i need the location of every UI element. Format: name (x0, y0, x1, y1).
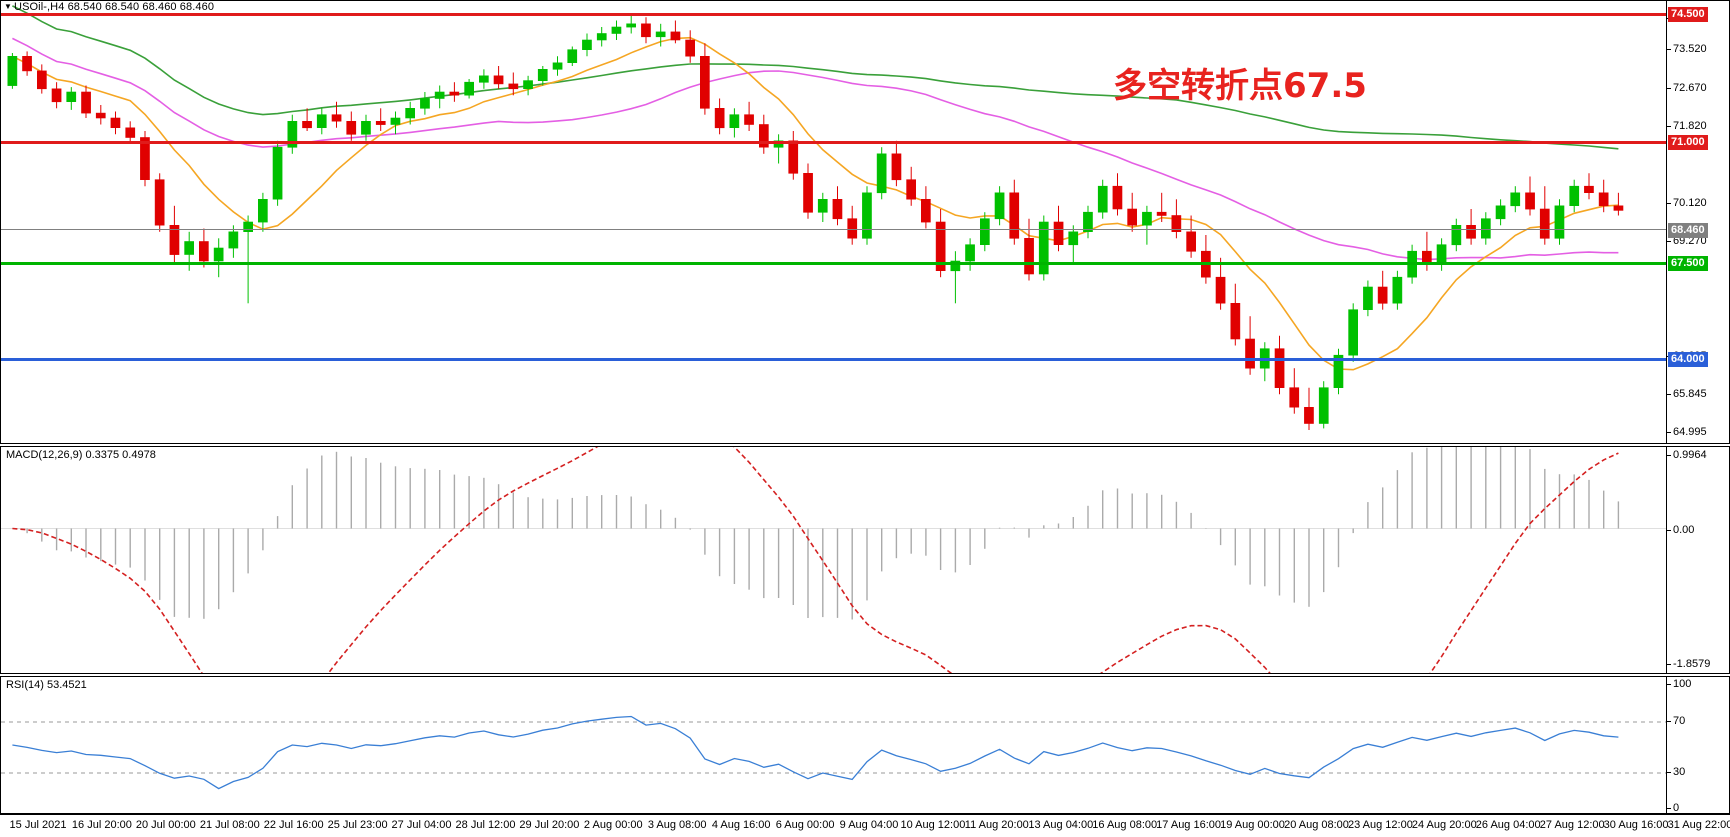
rsi-svg (1, 715, 1666, 790)
time-axis-label: 15 Jul 2021 (9, 819, 67, 831)
macd-plot-area[interactable] (1, 447, 1666, 673)
time-axis-label: 27 Jul 04:00 (391, 819, 452, 831)
macd-svg (1, 447, 1666, 673)
time-axis-label: 16 Aug 08:00 (1092, 819, 1158, 831)
level-line-last-price-68-46[interactable] (1, 229, 1666, 230)
time-axis-label: 3 Aug 08:00 (647, 819, 707, 831)
time-axis-label: 4 Aug 16:00 (711, 819, 771, 831)
rsi-tick-label: 70 (1667, 716, 1685, 727)
time-axis-label: 2 Aug 00:00 (583, 819, 643, 831)
chart-annotation-text: 多空转折点67.5 (1113, 66, 1367, 106)
rsi-plot-area[interactable] (1, 677, 1666, 813)
rsi-tick-label: 30 (1667, 767, 1685, 778)
time-axis-label: 13 Aug 04:00 (1028, 819, 1094, 831)
time-axis-label: 10 Aug 12:00 (900, 819, 966, 831)
macd-tick-label: -1.8579 (1667, 659, 1710, 670)
time-axis-label: 16 Jul 20:00 (71, 819, 132, 831)
price-tick-label: 69.270 (1667, 236, 1707, 247)
time-axis-label: 24 Aug 20:00 (1411, 819, 1477, 831)
time-axis-label: 31 Aug 22:00 (1667, 819, 1730, 831)
macd-pane[interactable]: 0.9964 0.00 -1.8579 MACD(12,26,9) 0.3375 0… (0, 446, 1730, 674)
level-line-resistance-74-5[interactable] (1, 13, 1666, 16)
macd-label: MACD(12,26,9) 0.3375 0.4978 (6, 449, 156, 461)
time-axis-label: 20 Jul 00:00 (135, 819, 196, 831)
rsi-tick-label: 0 (1667, 803, 1679, 813)
rsi-pane[interactable]: 100 70 30 0 RSI(14) 53.4521 (0, 676, 1730, 814)
time-axis-label: 29 Jul 20:00 (519, 819, 580, 831)
time-axis-label: 27 Aug 12:00 (1539, 819, 1605, 831)
level-pill-resistance-74-5[interactable]: 74.500 (1668, 7, 1708, 22)
level-pill-resistance-71-0[interactable]: 71.000 (1668, 135, 1708, 150)
level-pill-last-price-68-46[interactable]: 68.460 (1668, 223, 1708, 238)
price-plot-area[interactable] (1, 1, 1666, 443)
time-axis-label: 11 Aug 20:00 (964, 819, 1029, 831)
collapse-icon[interactable]: ▼ (4, 2, 13, 11)
macd-tick-label: 0.9964 (1667, 450, 1707, 461)
macd-tick-label: 0.00 (1667, 525, 1694, 536)
price-tick-label: 64.995 (1667, 427, 1707, 438)
time-axis-label: 22 Jul 16:00 (263, 819, 324, 831)
price-tick-label: 73.520 (1667, 44, 1707, 55)
rsi-tick-label: 100 (1667, 679, 1691, 690)
level-line-support-67-5[interactable] (1, 262, 1666, 265)
price-pane[interactable]: 74.37073.52072.67071.82070.12069.27066.6… (0, 0, 1730, 444)
time-axis-label: 19 Aug 00:00 (1220, 819, 1285, 831)
price-tick-label: 71.820 (1667, 121, 1707, 132)
level-line-support-64-0[interactable] (1, 358, 1666, 361)
time-axis: 15 Jul 2021 16 Jul 20:00 20 Jul 00:00 21 Ju… (0, 814, 1730, 837)
time-axis-label: 26 Aug 04:00 (1475, 819, 1541, 831)
price-tick-label: 65.845 (1667, 389, 1707, 400)
time-axis-label: 28 Jul 12:00 (455, 819, 516, 831)
level-line-resistance-71-0[interactable] (1, 141, 1666, 144)
price-tick-label: 70.120 (1667, 198, 1707, 209)
macd-axis: 0.9964 0.00 -1.8579 (1666, 447, 1729, 673)
time-axis-label: 30 Aug 16:00 (1603, 819, 1669, 831)
time-axis-label: 20 Aug 08:00 (1284, 819, 1349, 831)
time-axis-label: 6 Aug 00:00 (775, 819, 835, 831)
level-pill-support-67-5[interactable]: 67.500 (1668, 256, 1708, 271)
level-pill-support-64-0[interactable]: 64.000 (1668, 352, 1708, 367)
time-axis-label: 25 Jul 23:00 (327, 819, 388, 831)
rsi-axis: 100 70 30 0 (1666, 677, 1729, 813)
price-axis: 74.37073.52072.67071.82070.12069.27066.6… (1666, 1, 1729, 443)
symbol-ohlc-text: USOil-,H4 68.540 68.540 68.460 68.460 (14, 1, 215, 13)
time-axis-label: 21 Jul 08:00 (199, 819, 260, 831)
price-tick-label: 72.670 (1667, 83, 1707, 94)
time-axis-label: 17 Aug 16:00 (1156, 819, 1222, 831)
price-candlestick-svg (7, 5, 1624, 430)
rsi-label: RSI(14) 53.4521 (6, 679, 87, 691)
symbol-header: ▼ USOil-,H4 68.540 68.540 68.460 68.460 (4, 1, 214, 13)
time-axis-label: 9 Aug 04:00 (839, 819, 899, 831)
time-axis-label: 23 Aug 12:00 (1347, 819, 1413, 831)
